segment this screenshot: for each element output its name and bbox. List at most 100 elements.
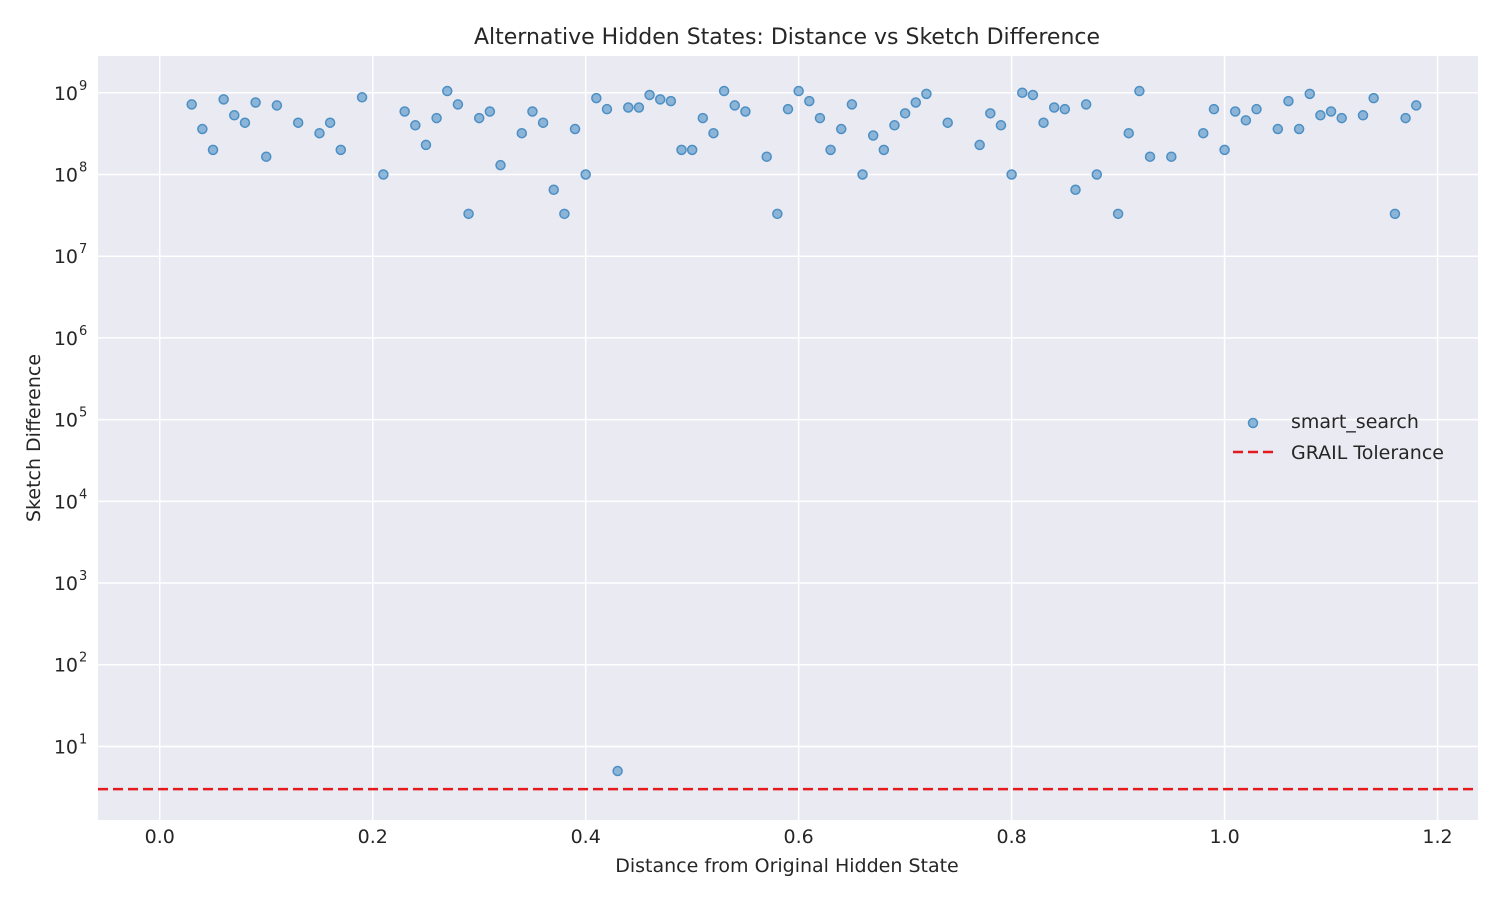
data-point [1400,112,1411,124]
y-tick-base: 10 [54,246,78,268]
x-tick-label: 0.0 [145,826,175,848]
data-point [718,85,730,97]
data-point [793,85,804,97]
data-point [260,151,272,162]
y-tick-base: 10 [54,655,78,677]
x-tick-labels: 0.0 0.2 0.4 0.6 0.8 1.0 1.2 [145,826,1453,848]
data-point [516,127,528,139]
data-point [442,85,453,97]
data-point [1006,169,1017,180]
x-tick-label: 0.6 [784,826,814,848]
data-point [974,139,985,151]
plot-area [98,56,1478,820]
data-point [1208,103,1220,115]
data-point [420,139,432,151]
data-point [846,99,858,110]
y-tick-label: 10 8 [54,160,87,186]
legend: smart_search GRAIL Tolerance [1233,411,1444,464]
x-tick-label: 0.4 [571,826,601,848]
data-point [665,95,677,107]
data-point [761,151,772,162]
data-point [1219,144,1230,156]
data-point [889,120,900,131]
data-point [1304,88,1316,100]
data-point [697,112,709,124]
data-point [186,99,197,110]
data-point [1059,103,1071,115]
y-tick-base: 10 [54,164,78,186]
data-point [644,89,655,101]
y-tick-exponent: 5 [79,406,87,421]
data-point [1134,85,1145,97]
y-tick-label: 10 6 [54,324,87,350]
data-point [857,169,868,180]
data-point [1038,117,1049,128]
data-point [708,127,719,139]
y-tick-exponent: 6 [79,324,87,339]
data-point [899,108,911,119]
data-point [601,103,613,115]
y-tick-label: 10 5 [54,406,87,432]
data-point [1229,106,1241,117]
chart-title: Alternative Hidden States: Distance vs S… [474,25,1100,50]
y-tick-exponent: 3 [79,569,87,584]
x-tick-label: 1.2 [1422,826,1452,848]
data-point [867,130,879,141]
data-point [835,123,847,135]
x-tick-label: 0.2 [358,826,388,848]
y-tick-exponent: 4 [79,487,87,502]
y-tick-label: 10 7 [54,242,87,268]
data-point [921,88,932,100]
legend-marker-smart-search [1247,417,1259,429]
data-point [1123,127,1134,139]
data-point [654,94,666,105]
data-point [399,106,410,117]
data-point [229,110,240,121]
data-point [1315,110,1326,121]
data-point [484,106,496,117]
y-tick-base: 10 [54,573,78,595]
data-point [1144,151,1156,162]
y-tick-base: 10 [54,491,78,513]
data-point [1070,184,1081,196]
data-point [591,92,602,104]
data-point [612,765,623,777]
data-point [1080,99,1092,110]
y-tick-label: 10 2 [54,651,87,677]
data-point [1368,92,1379,104]
data-point [473,112,485,124]
data-point [804,95,815,107]
y-tick-base: 10 [54,83,78,105]
x-tick-label: 0.8 [997,826,1027,848]
legend-label-smart-search: smart_search [1291,411,1419,433]
data-point [410,120,421,131]
y-tick-label: 10 3 [54,569,87,595]
data-point [1283,95,1294,107]
data-point [292,117,304,128]
data-point [676,144,687,156]
data-point [335,144,347,156]
data-point [431,112,442,124]
y-tick-label: 10 4 [54,487,87,513]
data-point [740,106,751,117]
data-point [825,144,836,156]
data-point [633,102,645,113]
data-point [314,127,325,139]
data-point [197,123,208,135]
data-point [1017,87,1028,99]
y-tick-exponent: 9 [79,79,87,94]
data-point [623,102,634,113]
data-point [772,208,783,220]
data-point [1336,112,1347,124]
data-point [537,117,549,128]
data-point [1251,103,1262,115]
data-point [356,92,368,103]
data-point [686,144,698,156]
y-tick-label: 10 9 [54,79,87,105]
data-point [1027,89,1039,101]
data-point [1325,106,1337,117]
data-point [207,144,219,156]
data-point [452,99,464,110]
data-point [463,208,474,220]
